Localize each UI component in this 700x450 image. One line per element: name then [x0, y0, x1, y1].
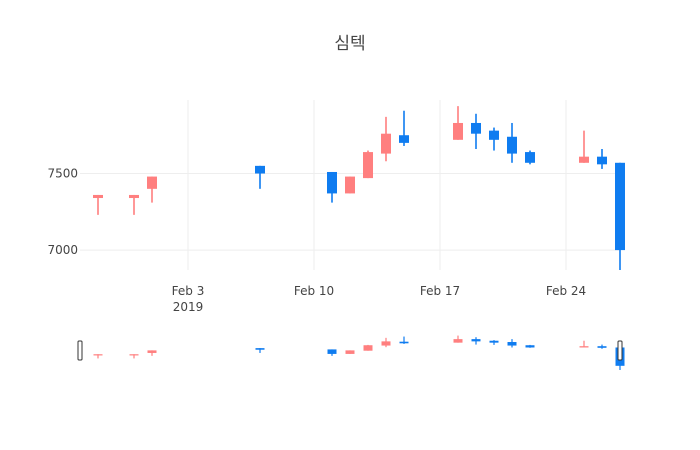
- slider-candle-body: [363, 345, 373, 351]
- candle-increasing: [147, 176, 157, 203]
- candle-increasing: [579, 130, 589, 163]
- candle-increasing: [345, 176, 355, 194]
- candle-decreasing: [507, 122, 517, 163]
- candle-body: [525, 152, 535, 163]
- x-axis-ticks: Feb 3 2019 Feb 10 Feb 17 Feb 24: [172, 284, 587, 314]
- slider-candle-body: [525, 345, 535, 348]
- candle-body: [255, 165, 265, 174]
- x-tick-label: Feb 24: [546, 284, 586, 298]
- slider-candle: [525, 344, 535, 348]
- candle-body: [453, 122, 463, 140]
- slider-candle: [507, 339, 517, 348]
- candle-increasing: [363, 150, 373, 179]
- candle-body: [489, 130, 499, 140]
- slider-candle-body: [327, 349, 337, 354]
- slider-candle: [453, 335, 463, 343]
- range-slider-right-handle[interactable]: [617, 340, 623, 361]
- y-tick-label: 7500: [47, 167, 78, 181]
- candle-body: [579, 156, 589, 163]
- slider-candle: [147, 350, 157, 356]
- slider-candle: [93, 354, 103, 359]
- slider-candle-body: [471, 339, 481, 342]
- candle-decreasing: [597, 149, 607, 169]
- slider-candle: [381, 337, 391, 348]
- slider-candle-body: [579, 346, 589, 348]
- slider-candle: [471, 337, 481, 345]
- candle-body: [507, 136, 517, 154]
- candle-body: [93, 194, 103, 199]
- slider-candle-body: [345, 350, 355, 354]
- candle-decreasing: [327, 171, 337, 203]
- candle-increasing: [453, 106, 463, 140]
- candle-body: [345, 176, 355, 194]
- candle-body: [147, 176, 157, 189]
- candle-decreasing: [399, 110, 409, 146]
- y-axis-ticks: 7000 7500: [47, 167, 78, 258]
- candle-body: [327, 171, 337, 194]
- slider-candle: [255, 348, 265, 353]
- slider-candle: [399, 336, 409, 344]
- range-slider-left-handle[interactable]: [77, 340, 83, 361]
- x-tick-label: Feb 3: [172, 284, 205, 298]
- slider-candle-body: [399, 341, 409, 344]
- slider-candle-body: [507, 342, 517, 346]
- slider-candle-body: [489, 340, 499, 343]
- x-tick-label: Feb 10: [294, 284, 334, 298]
- slider-candle-body: [147, 350, 157, 353]
- candle-body: [363, 152, 373, 179]
- slider-candle: [489, 340, 499, 345]
- slider-candle-body: [381, 341, 391, 346]
- candle-body: [597, 156, 607, 165]
- candle-increasing: [93, 194, 103, 215]
- range-slider[interactable]: [77, 335, 625, 370]
- candles: [93, 106, 625, 270]
- candle-body: [615, 162, 625, 251]
- candle-decreasing: [489, 127, 499, 151]
- slider-candle: [363, 344, 373, 351]
- chart-title: 심텍: [334, 34, 365, 54]
- candle-body: [129, 194, 139, 199]
- slider-candle: [327, 349, 337, 356]
- candle-decreasing: [255, 165, 265, 189]
- candle-increasing: [129, 194, 139, 215]
- candle-decreasing: [525, 150, 535, 165]
- candle-decreasing: [471, 113, 481, 150]
- slider-candle-body: [597, 346, 607, 348]
- slider-candle-body: [453, 339, 463, 343]
- x-tick-year-label: 2019: [173, 300, 204, 314]
- candle-decreasing: [615, 162, 625, 270]
- slider-candle: [345, 350, 355, 354]
- candle-body: [471, 122, 481, 134]
- slider-candle-body: [93, 354, 103, 356]
- candle-body: [381, 133, 391, 154]
- y-tick-label: 7000: [47, 243, 78, 257]
- slider-candle: [597, 344, 607, 349]
- slider-candle-body: [129, 354, 139, 356]
- gridlines: [80, 100, 620, 270]
- candle-body: [399, 135, 409, 143]
- candle-increasing: [381, 116, 391, 162]
- slider-candle: [579, 340, 589, 348]
- slider-candle-body: [255, 348, 265, 350]
- slider-candle: [129, 354, 139, 359]
- x-tick-label: Feb 17: [420, 284, 460, 298]
